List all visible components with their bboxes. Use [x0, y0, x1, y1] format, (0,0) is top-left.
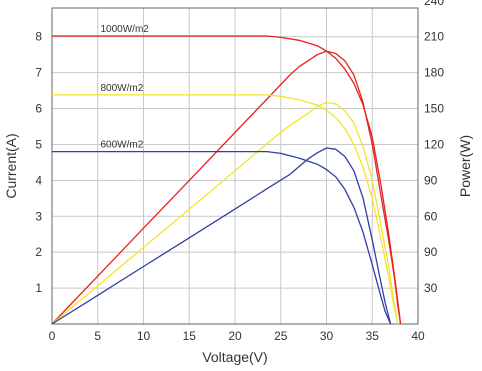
x-tick-label: 40: [411, 329, 425, 343]
y-right-tick-labels: 30 90 60 90 120 150 180 210 240: [424, 0, 444, 295]
y-left-tick-label: 5: [35, 137, 42, 151]
iv-curve: [52, 94, 399, 325]
grid: [52, 8, 418, 324]
y-right-tick-label: 150: [424, 102, 444, 116]
y-right-tick-label: 180: [424, 66, 444, 80]
x-tick-label: 25: [274, 329, 288, 343]
curve-label: 800W/m2: [100, 83, 143, 94]
x-tick-label: 35: [366, 329, 380, 343]
y-right-tick-label: 30: [424, 281, 438, 295]
plot-frame: [51, 7, 419, 325]
y-right-tick-label: 60: [424, 209, 438, 223]
y-left-tick-label: 1: [35, 281, 42, 295]
y-left-tick-label: 8: [35, 30, 42, 44]
x-axis-title: Voltage(V): [202, 349, 267, 365]
y-right-tick-label: 90: [424, 173, 438, 187]
x-tick-labels: 0 5 10 15 20 25 30 35 40: [49, 329, 425, 343]
x-tick-label: 10: [137, 329, 151, 343]
x-tick-label: 15: [183, 329, 197, 343]
iv-curve: [52, 35, 402, 325]
x-tick-label: 30: [320, 329, 334, 343]
x-tick-label: 5: [94, 329, 101, 343]
y-right-tick-label: 210: [424, 30, 444, 44]
y-left-tick-labels: 1 2 3 4 5 6 7 8: [35, 30, 42, 295]
y-left-axis-title: Current(A): [3, 133, 19, 198]
curves: [51, 35, 402, 325]
y-left-tick-label: 2: [35, 245, 42, 259]
curve-label: 1000W/m2: [100, 24, 149, 35]
curve-label: 600W/m2: [100, 140, 143, 151]
y-right-tick-label: 120: [424, 137, 444, 151]
iv-curve: [52, 150, 392, 325]
curve-labels: 1000W/m2 800W/m2 600W/m2: [100, 24, 149, 151]
y-right-tick-label: 240: [424, 0, 444, 8]
y-left-tick-label: 3: [35, 209, 42, 223]
y-right-tick-label: 90: [424, 245, 438, 259]
pv-curve: [51, 101, 399, 325]
x-tick-label: 0: [49, 329, 56, 343]
y-left-tick-label: 7: [35, 66, 42, 80]
y-left-tick-label: 6: [35, 102, 42, 116]
pv-curve: [51, 50, 402, 325]
pv-curve: [51, 147, 392, 325]
y-left-tick-label: 4: [35, 173, 42, 187]
x-tick-label: 20: [228, 329, 242, 343]
y-right-axis-title: Power(W): [457, 135, 473, 197]
